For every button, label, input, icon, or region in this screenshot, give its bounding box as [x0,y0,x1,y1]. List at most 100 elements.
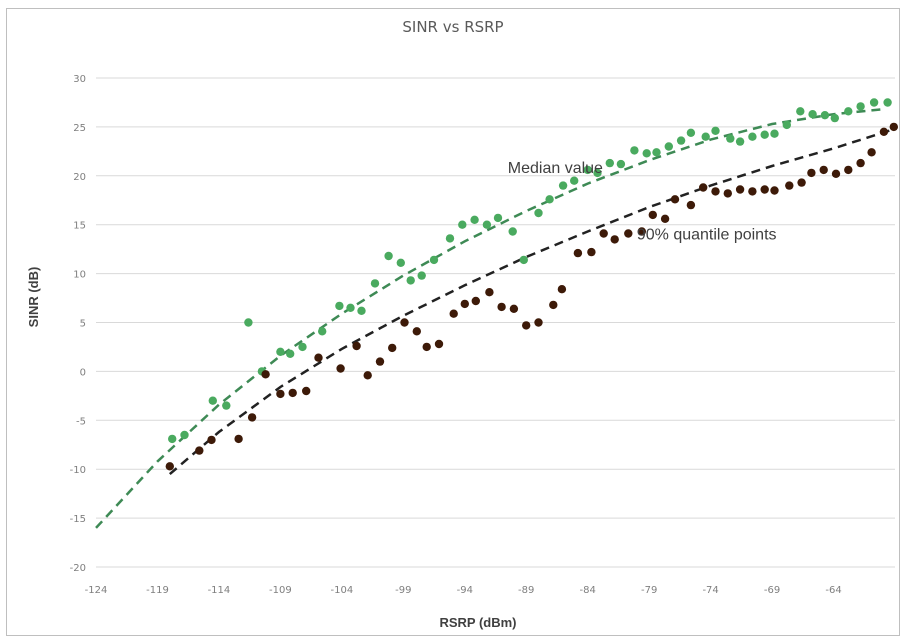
y-tick-label: 30 [73,74,86,85]
quantile-point [610,235,619,244]
median-point [406,276,415,285]
quantile-point [557,285,567,294]
median-point [748,132,757,141]
median-point [396,258,405,267]
median-point [808,110,817,119]
quantile-point [497,302,506,312]
quantile-point [867,148,876,157]
y-tick-labels: -20 -15 -10 -5 0 5 10 15 20 25 30 [70,74,86,574]
quantile-point [485,288,494,297]
median-point [726,134,735,143]
median-point [384,251,393,261]
x-tick-label: -104 [330,585,353,596]
quantile-point [770,186,779,195]
quantile-point [637,227,646,236]
median-point [493,213,503,223]
median-point [844,107,853,116]
quantile-point [648,210,657,220]
median-point [208,396,217,405]
quantile-point [599,229,608,238]
median-point [286,349,295,358]
median-point [458,220,467,229]
median-point [770,129,779,138]
median-point [168,434,177,444]
median-point [508,227,517,236]
x-tick-label: -119 [146,585,169,596]
x-axis-label: RSRP (dBm) [439,615,516,630]
quantile-point [460,299,469,309]
y-tick-label: -15 [70,514,86,525]
y-tick-label: 15 [73,221,86,232]
quantile-point [660,214,670,223]
y-tick-label: 25 [73,123,86,134]
quantile-point [234,434,243,444]
trend-lines [95,108,896,529]
x-tick-label: -74 [702,585,718,596]
quantile-point [288,388,297,398]
annotations: Median value 90% quantile points [508,160,777,244]
quantile-point [889,122,898,132]
median-point [222,401,231,410]
quantile-point [844,165,853,175]
y-tick-label: -20 [70,563,86,574]
quantile-point [587,247,596,257]
quantile-point [686,200,696,210]
x-tick-label: -69 [764,585,780,596]
median-point [630,146,639,155]
quantile-point [711,187,720,196]
x-tick-label: -79 [641,585,657,596]
median-point [796,107,805,116]
quantile-point [807,168,816,178]
median-point [357,306,366,315]
trend-line-median [95,108,883,529]
y-tick-label: -10 [70,465,86,476]
quantile-point [831,169,841,178]
median-point [417,271,426,280]
quantile-point [573,248,583,258]
median-point [558,181,568,190]
median-point [244,318,253,327]
quantile-point [247,413,257,422]
x-tick-label: -109 [269,585,292,596]
annotation-quantile-points: 90% quantile points [637,226,777,243]
median-point [445,234,455,243]
median-point [820,111,830,120]
quantile-point [195,446,204,455]
median-point [570,176,579,185]
x-tick-label: -64 [825,585,841,596]
median-point [856,102,865,111]
quantile-point [261,370,270,379]
trend-line-quantile [168,127,896,476]
quantile-point [760,185,769,194]
median-point [180,430,189,440]
median-point [664,142,673,151]
x-tick-label: -84 [580,585,596,596]
x-tick-labels: -124 -119 -114 -109 -104 -99 -94 -89 -84 -79 -74 -6… [85,585,842,596]
quantile-point [422,342,431,352]
quantile-point [207,435,216,445]
median-point [429,255,439,265]
quantile-point [165,462,174,471]
quantile-point [336,364,345,373]
y-tick-label: -5 [76,416,86,427]
quantile-point [363,371,372,380]
median-point [760,130,769,139]
median-point [782,120,791,130]
quantile-point [375,357,385,366]
x-tick-label: -89 [518,585,534,596]
median-point [869,98,879,107]
data-points [165,98,898,471]
quantile-point [412,327,421,336]
quantile-point [471,296,480,306]
annotation-median-value: Median value [508,160,603,177]
median-point [318,327,327,336]
quantile-point [276,389,285,399]
median-point [830,113,839,123]
y-tick-label: 5 [80,319,86,330]
quantile-point [797,178,806,187]
quantile-point [509,304,519,313]
median-point [276,347,285,356]
x-tick-label: -99 [395,585,411,596]
median-point [605,158,614,168]
